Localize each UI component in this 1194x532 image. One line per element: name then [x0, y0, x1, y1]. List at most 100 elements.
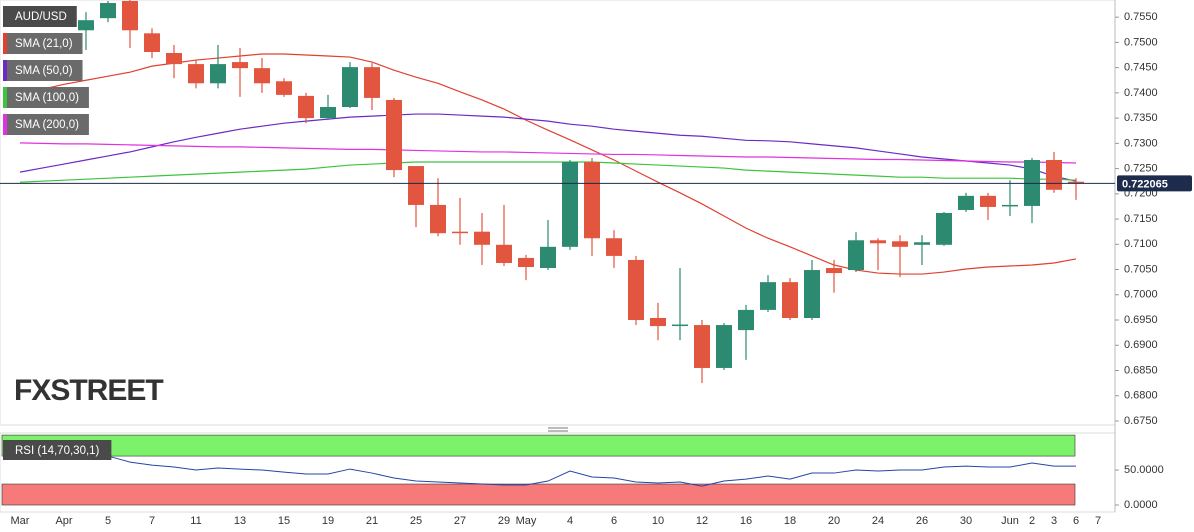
y-tick-label: 0.6800 — [1124, 390, 1158, 402]
indicator-line — [19, 455, 1076, 487]
x-tick-label: 11 — [190, 515, 201, 527]
candle-body — [694, 325, 710, 368]
candle-body — [276, 81, 292, 95]
legend-label: SMA (100,0) — [15, 92, 79, 104]
y-tick-label: 0.7500 — [1124, 36, 1158, 48]
x-tick-label: 6 — [611, 515, 617, 527]
candle-body — [474, 231, 490, 245]
y-tick-label: 50.0000 — [1124, 464, 1164, 476]
legend: AUD/USD SMA (21,0) SMA (50,0) SMA (100,0) SM… — [3, 6, 89, 135]
price-panel — [0, 0, 1116, 426]
legend-swatch — [3, 33, 7, 54]
legend-label: SMA (50,0) — [15, 65, 73, 77]
x-tick-label: Mar — [11, 515, 30, 527]
candle-body — [804, 270, 820, 318]
candle-body — [364, 67, 380, 98]
candle-body — [254, 68, 270, 84]
candle-body — [1068, 181, 1084, 184]
y-tick-label: 0.6750 — [1124, 415, 1158, 427]
candle-body — [716, 325, 732, 368]
panel-title: RSI (14,70,30,1) — [15, 445, 100, 457]
legend-box — [3, 33, 83, 54]
y-tick-label: 0.0000 — [1124, 499, 1158, 511]
candle-body — [320, 107, 336, 119]
x-tick-label: 7 — [149, 515, 155, 527]
y-tick-label: 0.7350 — [1124, 112, 1158, 124]
legend-box — [3, 60, 83, 81]
candle-body — [166, 52, 182, 65]
candle-body — [584, 162, 600, 239]
candle-body — [408, 166, 424, 205]
candle-body — [958, 195, 974, 210]
candle-body — [78, 20, 94, 31]
x-tick-label: 6 — [1073, 515, 1079, 527]
legend-label: SMA (200,0) — [15, 119, 79, 131]
candle-body — [628, 259, 644, 321]
candle-body — [496, 244, 512, 263]
x-tick-label: 3 — [1051, 515, 1057, 527]
candle-body — [1046, 160, 1062, 190]
y-tick-label: 0.7100 — [1124, 238, 1158, 250]
candle-body — [760, 282, 776, 310]
y-tick-label: 0.7400 — [1124, 87, 1158, 99]
candle-body — [188, 64, 204, 84]
y-tick-label: 0.7250 — [1124, 162, 1158, 174]
x-tick-label: 10 — [652, 515, 664, 527]
candle-body — [100, 3, 116, 19]
legend-label: SMA (21,0) — [15, 38, 73, 50]
x-tick-label: 25 — [410, 515, 422, 527]
x-tick-label: 21 — [366, 515, 378, 527]
candle-body — [122, 1, 138, 31]
candle-body — [232, 62, 248, 69]
x-tick-label: May — [516, 515, 537, 527]
indicator-line — [19, 161, 1077, 183]
legend-swatch — [3, 87, 7, 108]
band — [1, 434, 1076, 457]
candle-body — [540, 246, 556, 269]
y-tick-label: 0.7050 — [1124, 263, 1158, 275]
panel-handle[interactable] — [548, 427, 568, 432]
legend-swatch — [3, 60, 7, 81]
x-tick-label: 12 — [696, 515, 708, 527]
watermark: FXSTREET — [14, 374, 163, 407]
candle-body — [298, 95, 314, 119]
candle-body — [672, 324, 688, 327]
candle-body — [606, 238, 622, 256]
y-tick-label: 0.7550 — [1124, 11, 1158, 23]
last-price-label: 0.722065 — [1122, 178, 1168, 190]
x-tick-label: 2 — [1029, 515, 1035, 527]
x-tick-label: 4 — [567, 515, 573, 527]
y-tick-label: 0.6950 — [1124, 314, 1158, 326]
x-tick-label: 7 — [1095, 515, 1101, 527]
legend-box — [3, 87, 89, 108]
x-tick-label: 19 — [322, 515, 334, 527]
x-tick-label: 20 — [828, 515, 840, 527]
candle-body — [1002, 204, 1018, 207]
legend-box — [3, 114, 89, 135]
candle-body — [650, 317, 666, 327]
legend-swatch — [3, 114, 7, 135]
candle-body — [518, 257, 534, 268]
candle-body — [870, 240, 886, 244]
x-tick-label: 30 — [960, 515, 972, 527]
y-tick-label: 0.7300 — [1124, 137, 1158, 149]
candle-body — [562, 162, 578, 247]
candle-body — [892, 241, 908, 247]
candle-body — [980, 195, 996, 207]
x-tick-label: 5 — [105, 515, 111, 527]
candle-body — [210, 64, 226, 84]
indicator-line — [19, 113, 1077, 182]
x-tick-label: 27 — [454, 515, 466, 527]
candle-body — [782, 282, 798, 318]
candle-body — [738, 309, 754, 331]
legend-box — [3, 6, 77, 27]
candle-body — [452, 231, 468, 234]
x-tick-label: 26 — [916, 515, 928, 527]
x-tick-label: 15 — [278, 515, 290, 527]
y-tick-label: 0.7450 — [1124, 62, 1158, 74]
indicator-line — [19, 142, 1077, 164]
candle-body — [914, 242, 930, 245]
candle-body — [386, 99, 402, 171]
